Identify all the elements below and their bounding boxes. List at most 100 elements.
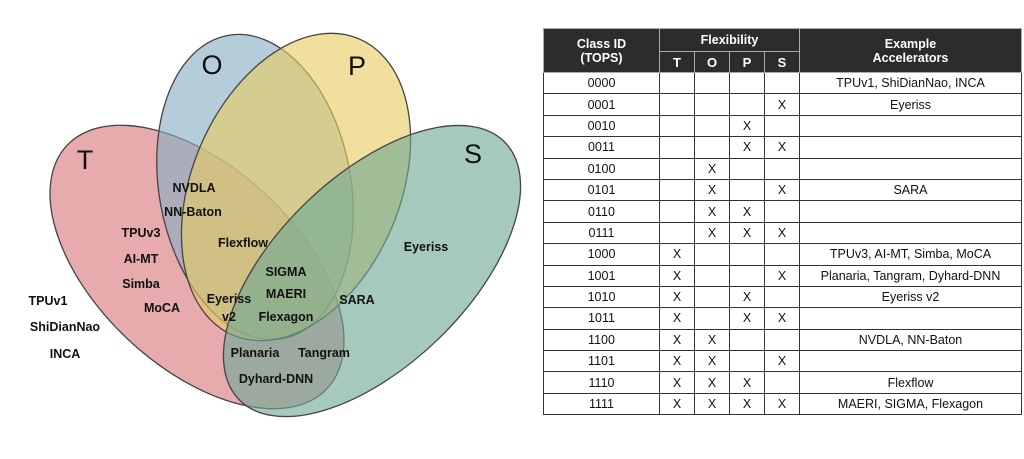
flag-cell-t: X: [659, 285, 695, 309]
flag-cell-t: [659, 71, 695, 95]
accelerators-cell: MAERI, SIGMA, Flexagon: [799, 392, 1022, 416]
accelerators-cell: [799, 221, 1022, 245]
flag-cell-s: X: [764, 178, 800, 202]
flag-cell-o: [694, 71, 730, 95]
table-row: 1101 X X X: [543, 350, 1022, 373]
accelerator-label: Tangram: [298, 346, 350, 360]
class-id-header: Class ID (TOPS): [543, 28, 660, 73]
class-id-cell: 1111: [543, 392, 660, 416]
accelerator-label: TPUv1: [29, 294, 68, 308]
flag-cell-s: [764, 114, 800, 138]
flag-cell-o: [694, 136, 730, 159]
flag-cell-t: [659, 157, 695, 180]
example-accelerators-header: Example Accelerators: [799, 28, 1022, 73]
accelerators-cell: NVDLA, NN-Baton: [799, 328, 1022, 352]
class-id-cell: 1001: [543, 264, 660, 287]
table-row: 0000 TPUv1, ShiDianNao, INCA: [543, 71, 1022, 95]
accelerator-label: MAERI: [266, 287, 306, 301]
accelerator-label: Simba: [122, 277, 161, 291]
accelerators-cell: SARA: [799, 178, 1022, 202]
flag-cell-o: X: [694, 221, 730, 245]
accelerator-label: SIGMA: [266, 265, 307, 279]
flag-cell-o: X: [694, 178, 730, 202]
flag-cell-t: X: [659, 371, 695, 394]
flag-cell-p: X: [729, 285, 765, 309]
flag-cell-p: X: [729, 307, 765, 330]
flag-cell-s: [764, 328, 800, 352]
class-id-cell: 1000: [543, 243, 660, 266]
set-label-o: O: [201, 50, 222, 80]
table-row: 0001 X Eyeriss: [543, 93, 1022, 116]
accelerator-label: v2: [222, 310, 236, 324]
class-id-cell: 0011: [543, 136, 660, 159]
flag-cell-p: X: [729, 136, 765, 159]
flag-cell-s: [764, 371, 800, 394]
flag-cell-t: X: [659, 264, 695, 287]
accelerators-cell: TPUv1, ShiDianNao, INCA: [799, 71, 1022, 95]
table-row: 1010 X X Eyeriss v2: [543, 285, 1022, 309]
flag-cell-s: [764, 157, 800, 180]
set-label-t: T: [77, 145, 94, 175]
class-id-cell: 0001: [543, 93, 660, 116]
class-id-cell: 1100: [543, 328, 660, 352]
flag-cell-p: [729, 328, 765, 352]
table-row: 1100 X X NVDLA, NN-Baton: [543, 328, 1022, 352]
flag-cell-s: [764, 71, 800, 95]
class-id-cell: 0010: [543, 114, 660, 138]
table-row: 1001 X X Planaria, Tangram, Dyhard-DNN: [543, 264, 1022, 287]
accelerator-label: ShiDianNao: [30, 320, 101, 334]
set-label-p: P: [348, 51, 366, 81]
flag-cell-p: X: [729, 114, 765, 138]
flag-cell-o: X: [694, 157, 730, 180]
flag-cell-o: X: [694, 350, 730, 373]
flag-cell-p: [729, 350, 765, 373]
flag-header-p: P: [729, 51, 765, 73]
set-label-s: S: [464, 139, 482, 169]
accelerators-cell: Flexflow: [799, 371, 1022, 394]
tops-venn-diagram: T O P S TPUv1 ShiDianNao INCA NVDLA NN-B…: [29, 32, 522, 418]
flag-cell-p: X: [729, 392, 765, 416]
flag-cell-p: [729, 71, 765, 95]
accelerators-cell: [799, 307, 1022, 330]
table-row: 1111 X X X X MAERI, SIGMA, Flexagon: [543, 392, 1022, 416]
flag-cell-p: X: [729, 200, 765, 223]
class-id-cell: 1110: [543, 371, 660, 394]
flag-cell-p: [729, 157, 765, 180]
accelerator-label: TPUv3: [122, 226, 161, 240]
table-row: 0111 X X X: [543, 221, 1022, 245]
flag-cell-t: [659, 200, 695, 223]
table-row: 1110 X X X Flexflow: [543, 371, 1022, 394]
flag-cell-s: [764, 285, 800, 309]
accelerator-label: Flexflow: [218, 236, 268, 250]
tops-class-table: Class ID (TOPS) Flexibility Example Accele…: [543, 28, 1022, 416]
flag-cell-t: [659, 114, 695, 138]
accelerator-label: SARA: [339, 293, 374, 307]
class-id-cell: 0110: [543, 200, 660, 223]
flag-cell-s: X: [764, 350, 800, 373]
accelerators-cell: [799, 136, 1022, 159]
accelerator-label: MoCA: [144, 301, 180, 315]
flag-cell-s: X: [764, 392, 800, 416]
table-body: 0000 TPUv1, ShiDianNao, INCA 0001 X Eyeriss 0…: [543, 71, 1022, 416]
flag-cell-t: X: [659, 307, 695, 330]
accelerators-cell: Eyeriss v2: [799, 285, 1022, 309]
class-id-cell: 0101: [543, 178, 660, 202]
accelerators-cell: Planaria, Tangram, Dyhard-DNN: [799, 264, 1022, 287]
class-id-cell: 1010: [543, 285, 660, 309]
table-row: 0010 X: [543, 114, 1022, 138]
table-row: 0011 X X: [543, 136, 1022, 159]
accelerators-cell: [799, 350, 1022, 373]
accelerator-label: Planaria: [231, 346, 281, 360]
flag-cell-t: [659, 178, 695, 202]
flag-cell-t: X: [659, 243, 695, 266]
flag-cell-o: [694, 307, 730, 330]
table-row: 0100 X: [543, 157, 1022, 180]
flag-cell-o: X: [694, 371, 730, 394]
flag-cell-p: X: [729, 221, 765, 245]
class-id-cell: 1101: [543, 350, 660, 373]
flag-cell-s: [764, 243, 800, 266]
accelerator-label: NVDLA: [172, 181, 215, 195]
accelerators-cell: [799, 157, 1022, 180]
accelerator-label: Eyeriss: [404, 240, 449, 254]
flag-cell-p: X: [729, 371, 765, 394]
